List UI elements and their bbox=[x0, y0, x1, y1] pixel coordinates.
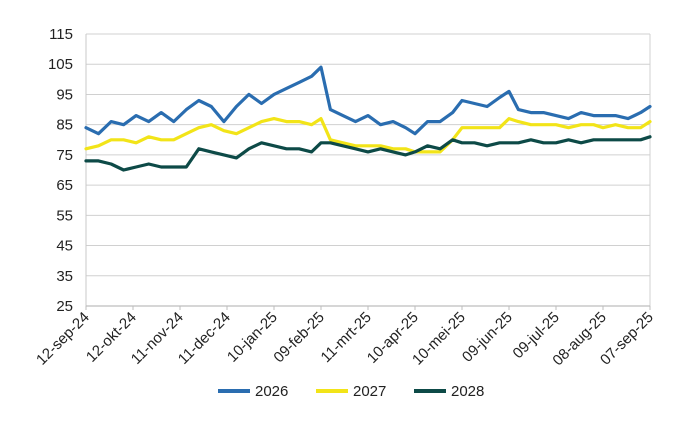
legend-label-2028: 2028 bbox=[451, 383, 484, 400]
y-tick-label: 35 bbox=[56, 268, 73, 285]
y-tick-label: 95 bbox=[56, 86, 73, 103]
series-lines bbox=[84, 65, 652, 172]
series-line-2028 bbox=[84, 135, 652, 172]
axes bbox=[85, 34, 651, 310]
y-tick-labels: 25 35 45 55 65 75 85 95 105 115 bbox=[48, 26, 73, 315]
y-tick-label: 115 bbox=[49, 26, 73, 43]
y-tick-label: 25 bbox=[56, 298, 73, 315]
x-tick-label: 11-dec-24 bbox=[175, 309, 234, 368]
x-tick-label: 09-feb-25 bbox=[270, 309, 327, 366]
x-tick-labels: 12-sep-2412-okt-2411-nov-2411-dec-2410-j… bbox=[33, 309, 657, 369]
legend-label-2027: 2027 bbox=[353, 383, 386, 400]
y-tick-label: 105 bbox=[48, 56, 73, 73]
x-tick-label: 09-jun-25 bbox=[459, 309, 516, 366]
series-line-2026 bbox=[84, 65, 652, 136]
series-line-2027 bbox=[84, 116, 652, 154]
y-tick-label: 45 bbox=[56, 238, 73, 255]
legend: 2026 2027 2028 bbox=[218, 383, 484, 400]
y-tick-label: 85 bbox=[56, 117, 73, 134]
x-tick-label: 12-sep-24 bbox=[33, 309, 93, 369]
y-tick-label: 75 bbox=[56, 147, 73, 164]
gridlines bbox=[86, 33, 651, 307]
legend-label-2026: 2026 bbox=[255, 383, 288, 400]
y-tick-label: 65 bbox=[56, 177, 73, 194]
y-tick-label: 55 bbox=[56, 207, 73, 224]
